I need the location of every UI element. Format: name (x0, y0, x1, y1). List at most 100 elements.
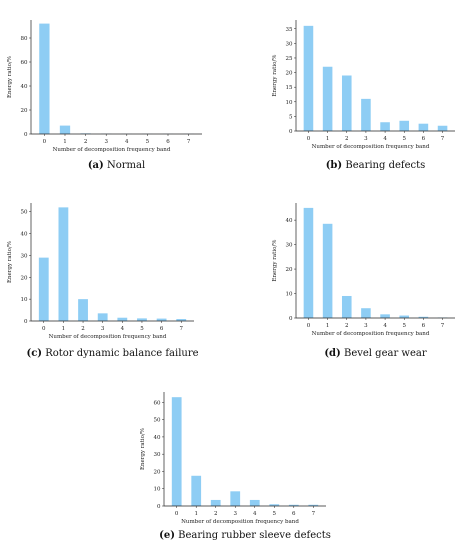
x-tick-label: 7 (187, 139, 191, 145)
y-tick-label: 20 (286, 267, 293, 273)
x-tick-label: 1 (63, 139, 67, 145)
bar-7 (437, 125, 448, 131)
x-tick-label: 4 (125, 139, 129, 145)
x-axis-label: Number of decomposition frequency band (49, 334, 167, 340)
y-tick-label: 0 (24, 132, 28, 138)
panel-caption: (a) Normal (88, 160, 145, 171)
x-tick-label: 2 (214, 511, 218, 517)
y-tick-label: 50 (21, 210, 28, 216)
panel-caption-letter: (b) (326, 160, 342, 171)
panel-caption-letter: (a) (88, 160, 104, 171)
bar-0 (303, 25, 314, 132)
x-tick-label: 7 (312, 511, 316, 517)
bar-1 (191, 475, 202, 506)
y-axis-label: Energy ratio/% (7, 56, 13, 98)
bar-3 (361, 308, 371, 318)
x-tick-label: 3 (104, 139, 108, 145)
y-tick-label: 10 (21, 297, 28, 303)
y-tick-label: 20 (21, 275, 28, 281)
x-tick-label: 7 (441, 323, 445, 329)
bar-3 (361, 98, 371, 131)
x-axis-label: Number of decomposition frequency band (312, 331, 430, 337)
y-tick-label: 10 (154, 487, 161, 493)
bar-0 (39, 23, 50, 135)
y-axis-label: Energy ratio/% (7, 241, 13, 283)
y-tick-label: 30 (154, 452, 161, 458)
x-tick-label: 6 (422, 136, 426, 142)
y-axis-label: Energy ratio/% (272, 54, 278, 96)
x-tick-label: 0 (43, 139, 47, 145)
chart-panel-1: 0 1 2 3 4 5 6 7 0 5 10 15 20 25 30 35 Number of decompos… (272, 20, 455, 171)
panel-caption-text: Rotor dynamic balance failure (42, 348, 199, 359)
y-tick-label: 30 (21, 253, 28, 259)
y-tick-label: 0 (24, 319, 28, 325)
bar-0 (303, 207, 314, 318)
y-axis-label: Energy ratio/% (140, 428, 146, 470)
bar-4 (249, 499, 260, 506)
y-tick-label: 0 (157, 504, 161, 510)
panel-caption-text: Bearing rubber sleeve defects (175, 530, 331, 541)
bar-2 (341, 75, 352, 131)
axes-frame (295, 203, 455, 319)
bar-0 (171, 397, 182, 506)
y-tick-label: 10 (286, 292, 293, 298)
bar-6 (156, 318, 167, 321)
x-tick-label: 6 (160, 326, 164, 332)
y-tick-label: 40 (21, 84, 28, 90)
y-tick-label: 40 (154, 435, 161, 441)
x-tick-label: 5 (402, 136, 406, 142)
x-tick-label: 1 (326, 323, 330, 329)
bar-2 (78, 299, 88, 321)
x-tick-label: 5 (402, 323, 406, 329)
axes-frame (295, 20, 455, 132)
x-tick-label: 7 (179, 326, 183, 332)
bar-6 (288, 504, 299, 506)
x-tick-label: 3 (364, 136, 368, 142)
axes-frame (163, 392, 326, 507)
x-axis-label: Number of decomposition frequency band (312, 144, 430, 150)
panel-caption: (d) Bevel gear wear (324, 348, 427, 359)
x-tick-label: 2 (345, 136, 349, 142)
panel-caption-text: Normal (104, 160, 145, 171)
bar-4 (380, 122, 390, 131)
x-tick-label: 0 (42, 326, 46, 332)
x-axis-label: Number of decomposition frequency band (53, 147, 171, 153)
x-tick-label: 4 (121, 326, 125, 332)
axes-frame (30, 203, 194, 322)
bar-7 (176, 319, 187, 321)
panel-caption: (c) Rotor dynamic balance failure (26, 348, 198, 359)
y-tick-label: 20 (154, 469, 161, 475)
bar-6 (418, 123, 429, 131)
bar-1 (58, 207, 69, 321)
chart-panel-4: 0 1 2 3 4 5 6 7 0 10 20 30 40 50 60 Number of decomposi… (140, 392, 331, 541)
y-tick-label: 25 (286, 56, 293, 62)
bar-3 (97, 313, 108, 321)
x-tick-label: 0 (307, 136, 311, 142)
x-tick-label: 4 (383, 136, 387, 142)
bar-6 (418, 316, 429, 318)
bar-2 (341, 295, 352, 318)
chart-panel-2: 0 1 2 3 4 5 6 7 0 10 20 30 40 50 Number of decompositi… (7, 203, 199, 359)
bar-5 (137, 318, 147, 321)
y-tick-label: 30 (286, 243, 293, 249)
y-tick-label: 50 (154, 418, 161, 424)
x-tick-label: 1 (62, 326, 66, 332)
x-tick-label: 3 (233, 511, 237, 517)
x-tick-label: 3 (364, 323, 368, 329)
y-tick-label: 40 (21, 232, 28, 238)
y-axis-label: Energy ratio/% (272, 239, 278, 281)
y-tick-label: 80 (21, 36, 28, 42)
bar-2 (210, 499, 221, 506)
x-tick-label: 6 (166, 139, 170, 145)
x-tick-label: 1 (194, 511, 198, 517)
x-tick-label: 2 (81, 326, 85, 332)
y-tick-label: 20 (21, 108, 28, 114)
y-tick-label: 0 (289, 129, 293, 135)
x-tick-label: 4 (383, 323, 387, 329)
chart-panel-0: 0 1 2 3 4 5 6 7 0 20 40 60 80 Number of decomposition… (7, 20, 202, 171)
y-tick-label: 60 (21, 60, 28, 66)
x-tick-label: 0 (307, 323, 311, 329)
y-tick-label: 10 (286, 100, 293, 106)
panel-caption-text: Bearing defects (342, 160, 425, 171)
